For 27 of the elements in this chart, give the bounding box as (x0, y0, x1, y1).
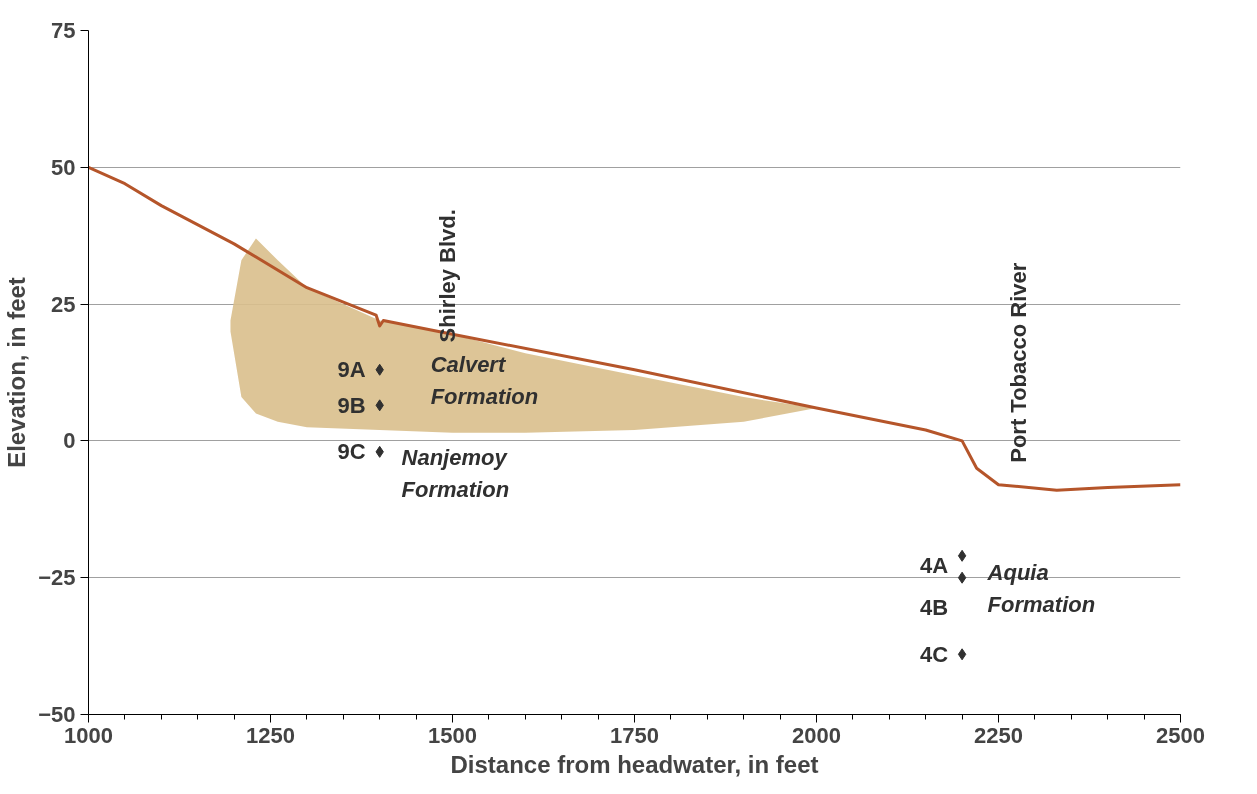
x-tick-label: 1750 (610, 722, 659, 748)
point (957, 549, 967, 562)
y-tick-label: 0 (63, 428, 76, 454)
series-label: 4A (919, 553, 949, 579)
y-tick-label: 25 (51, 291, 76, 317)
annotation: Aquia Formation (986, 559, 1096, 618)
y-tick-label: 75 (51, 18, 76, 43)
series-label: 4B (919, 595, 949, 621)
annotation: Nanjemoy Formation (401, 444, 510, 503)
point (957, 571, 967, 584)
annotation: Shirley Blvd. (434, 209, 460, 343)
series-label: 9B (337, 392, 366, 418)
x-tick-label: 2250 (974, 722, 1023, 748)
y-axis-title: Elevation, in feet (3, 277, 31, 468)
series-label: 4C (919, 641, 949, 667)
series-label: 9C (337, 439, 366, 465)
y-tick-label: 50 (51, 154, 76, 180)
x-axis-title: Distance from headwater, in feet (450, 750, 819, 778)
point (957, 648, 967, 661)
annotation: Port Tobacco River (1006, 262, 1032, 463)
x-tick-label: 1250 (246, 722, 295, 748)
series-label: 9A (337, 357, 366, 383)
x-tick-label: 1500 (428, 722, 477, 748)
annotation: Calvert Formation (430, 351, 539, 410)
x-tick-label: 2500 (1156, 722, 1205, 748)
y-tick-label: −25 (38, 565, 76, 591)
x-tick-label: 2000 (792, 722, 841, 748)
